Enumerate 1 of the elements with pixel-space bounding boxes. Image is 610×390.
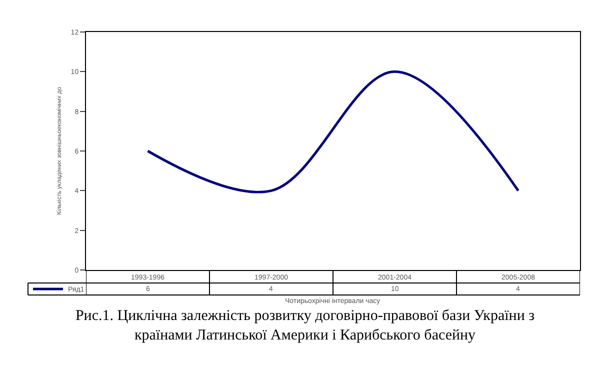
text: Рис.1. Циклічна залежність розвитку договірно-правової бази України з країнами Латинської Америки і Карибського басейну [75, 308, 535, 344]
